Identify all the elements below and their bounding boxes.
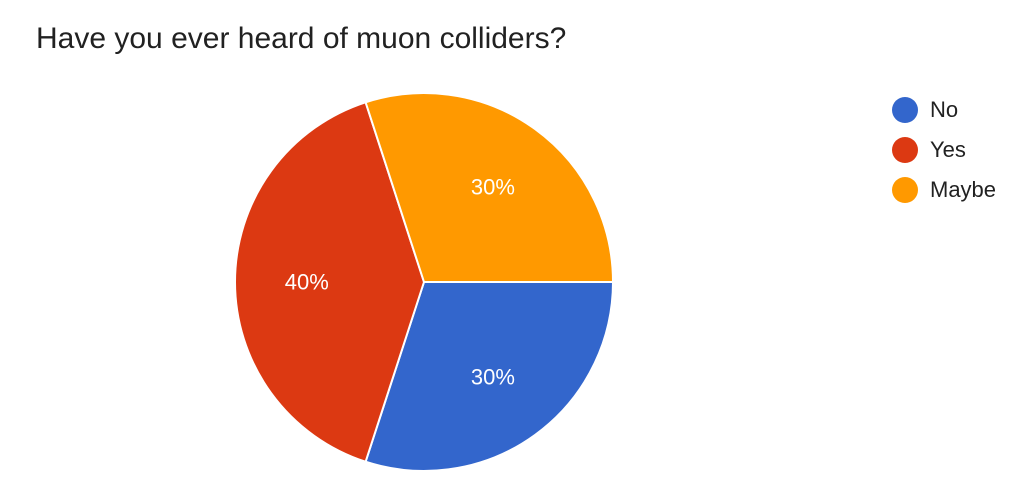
pie-slice-label-yes: 40% <box>285 270 329 295</box>
pie-slices <box>233 92 615 472</box>
legend-item-no[interactable]: No <box>892 90 996 130</box>
pie-slice-yes[interactable] <box>233 100 426 464</box>
chart-title: Have you ever heard of muon colliders? <box>36 22 567 55</box>
legend: No Yes Maybe <box>892 90 996 210</box>
legend-label-yes: Yes <box>930 137 966 162</box>
legend-label-maybe: Maybe <box>930 177 997 202</box>
pie-slice-labels: 30% 40% 30% <box>285 175 515 390</box>
pie-slice-label-maybe: 30% <box>471 175 515 200</box>
pie-slice-label-no: 30% <box>471 364 515 389</box>
pie-slice-no[interactable] <box>364 281 615 472</box>
legend-swatch-yes <box>892 137 918 163</box>
legend-item-yes[interactable]: Yes <box>892 130 996 170</box>
legend-label-no: No <box>930 97 959 122</box>
pie-slice-maybe[interactable] <box>364 92 615 283</box>
legend-swatch-maybe <box>892 177 918 203</box>
legend-swatch-no <box>892 97 918 123</box>
legend-item-maybe[interactable]: Maybe <box>892 170 996 210</box>
